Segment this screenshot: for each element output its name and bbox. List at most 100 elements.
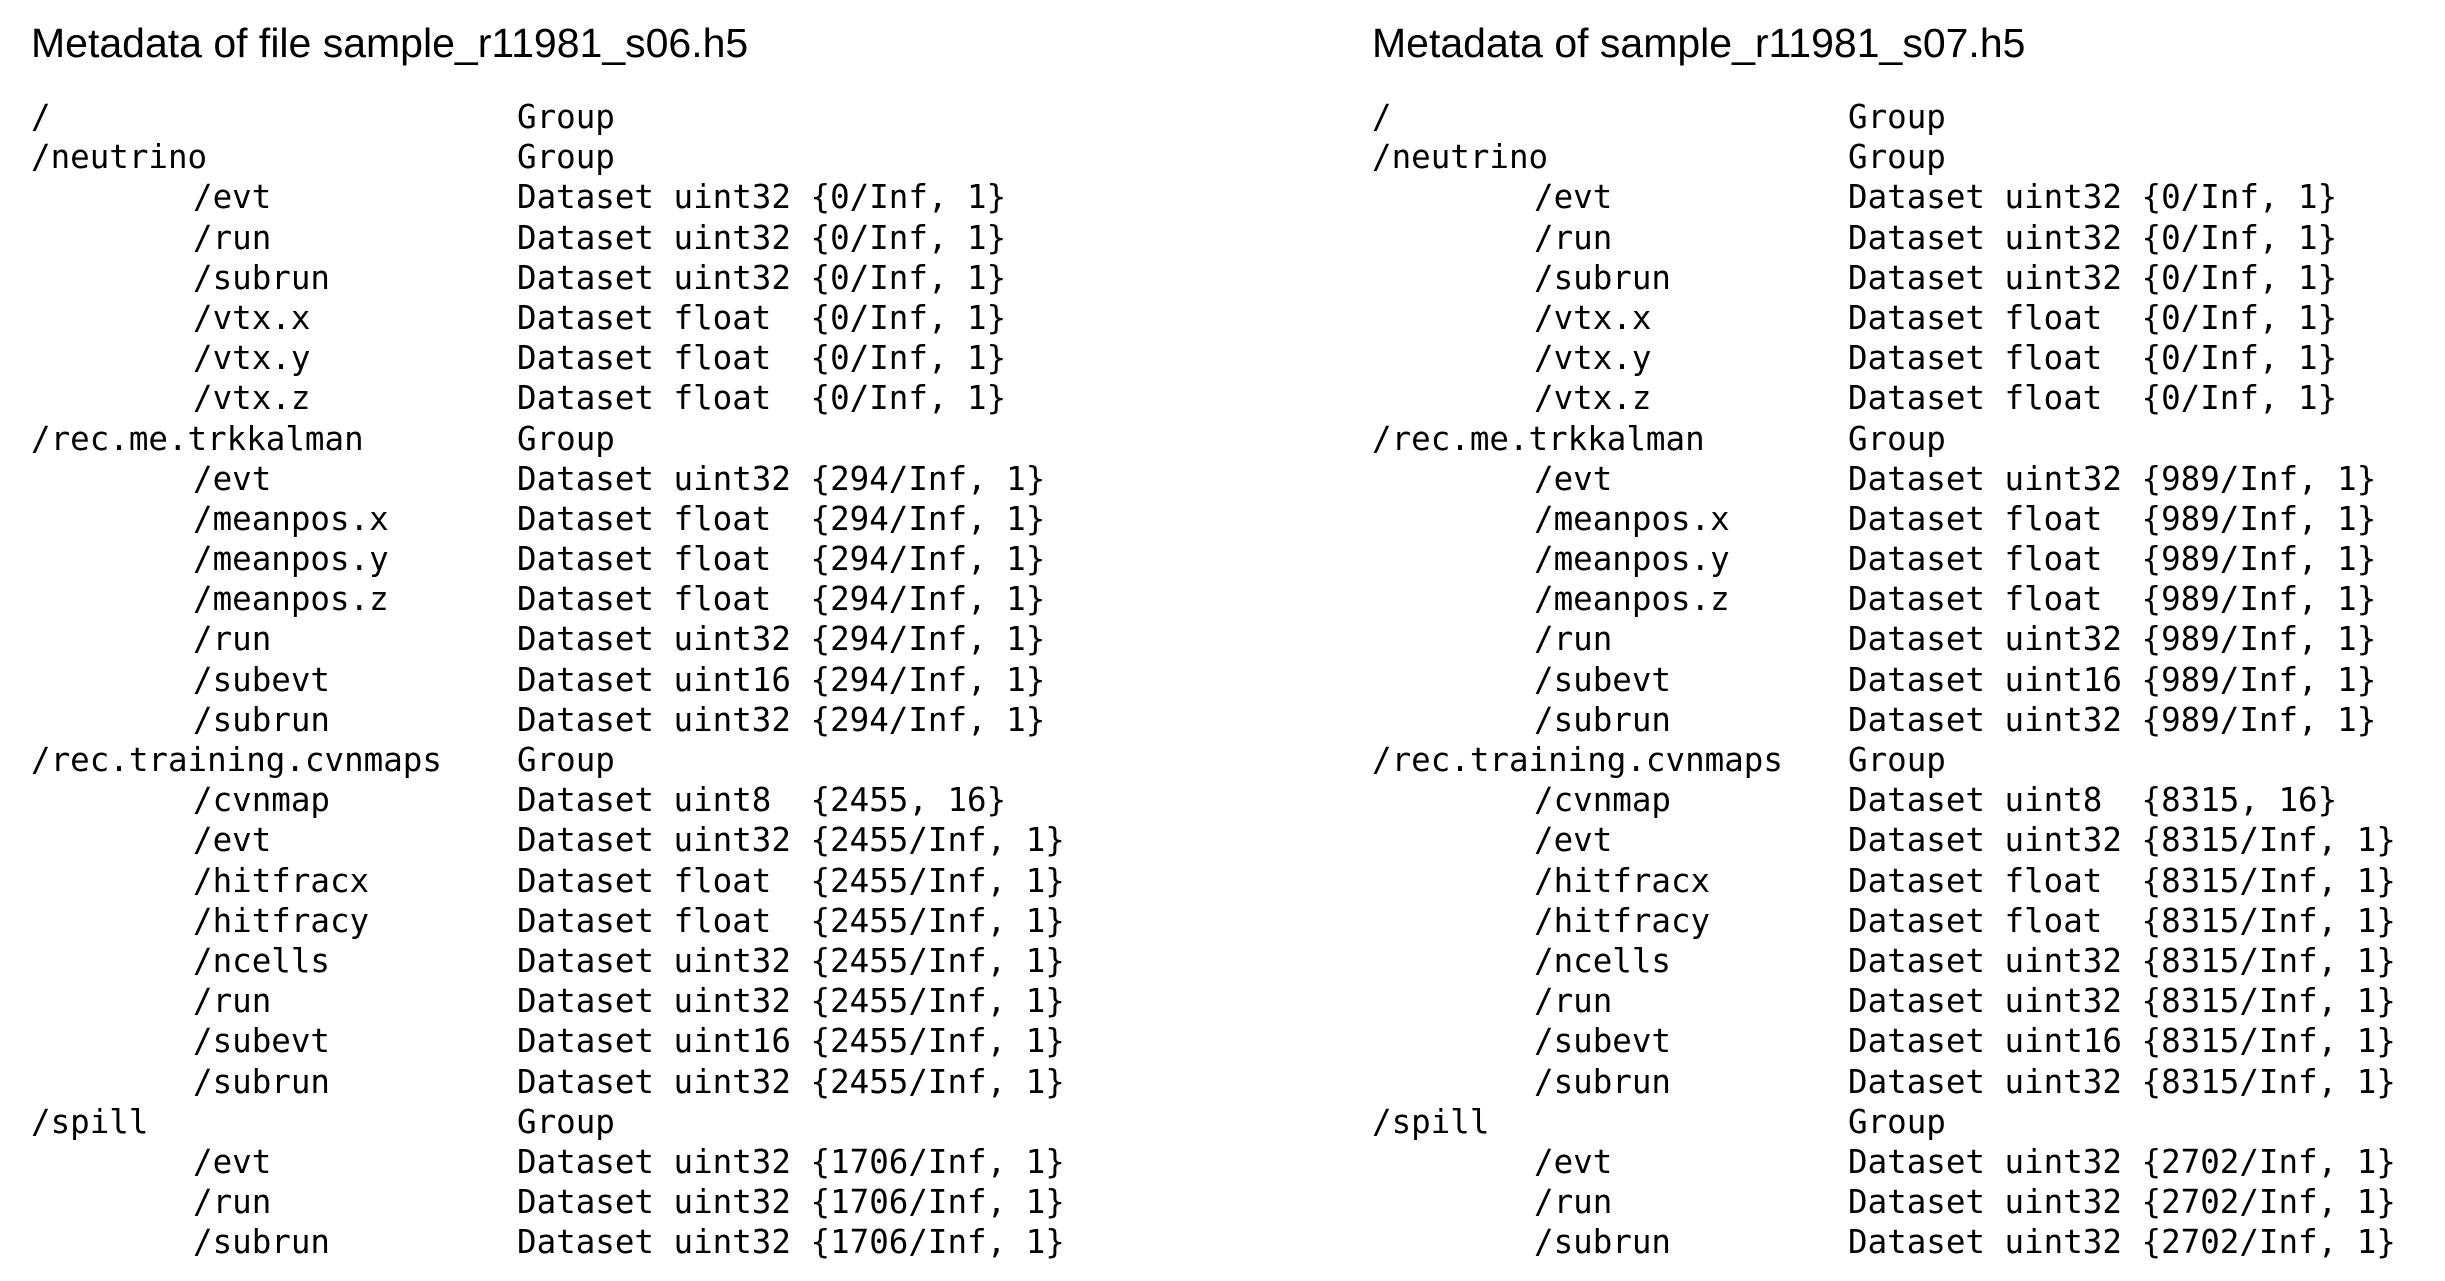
hdf5-path: /evt: [1534, 1142, 1613, 1181]
object-type: Group: [517, 138, 615, 177]
object-type: Group: [517, 419, 615, 458]
hdf5-path: /evt: [1534, 459, 1613, 498]
object-type: Dataset uint32 {8315/Inf, 1}: [1848, 982, 2396, 1021]
object-type: Dataset float {989/Inf, 1}: [1848, 499, 2377, 538]
object-type: Dataset uint32 {0/Inf, 1}: [1848, 258, 2338, 297]
hdf5-path: /evt: [1534, 821, 1613, 860]
object-type: Group: [517, 98, 615, 136]
object-type: Group: [1848, 138, 1946, 177]
hdf5-path: /vtx.y: [1534, 339, 1652, 378]
panel-title: Metadata of file sample_r11981_s06.h5: [31, 20, 749, 66]
object-type: Dataset uint8 {8315, 16}: [1848, 781, 2338, 820]
hdf5-path: /subevt: [1534, 1022, 1671, 1061]
hdf5-path: /run: [1534, 982, 1613, 1021]
object-type: Dataset uint32 {989/Inf, 1}: [1848, 459, 2377, 498]
hdf5-path: /evt: [1534, 178, 1613, 217]
hdf5-path: /subrun: [193, 700, 330, 739]
hdf5-path: /meanpos.y: [1534, 540, 1730, 579]
object-type: Dataset uint32 {2455/Inf, 1}: [517, 982, 1065, 1021]
hdf5-path: /rec.training.cvnmaps: [1372, 741, 1783, 779]
hdf5-path: /rec.training.cvnmaps: [31, 741, 442, 779]
object-type: Dataset uint32 {2702/Inf, 1}: [1848, 1183, 2396, 1222]
object-type: Dataset float {294/Inf, 1}: [517, 540, 1046, 579]
hdf5-path: /subrun: [1534, 258, 1671, 297]
object-type: Group: [517, 741, 615, 779]
hdf5-path: /subevt: [193, 1022, 330, 1061]
object-type: Dataset float {0/Inf, 1}: [517, 298, 1007, 337]
object-type: Dataset float {0/Inf, 1}: [1848, 379, 2338, 418]
object-type: Dataset uint32 {1706/Inf, 1}: [517, 1223, 1065, 1262]
object-type: Group: [1848, 741, 1946, 779]
hdf5-path: /run: [193, 982, 272, 1021]
hdf5-path: /run: [1534, 620, 1613, 659]
object-type: Dataset uint32 {2455/Inf, 1}: [517, 941, 1065, 980]
object-type: Dataset uint32 {2455/Inf, 1}: [517, 821, 1065, 860]
hdf5-path: /meanpos.z: [193, 580, 389, 619]
object-type: Dataset uint16 {989/Inf, 1}: [1848, 660, 2377, 699]
hdf5-path: /evt: [193, 821, 272, 860]
object-type: Dataset float {989/Inf, 1}: [1848, 540, 2377, 579]
object-type: Dataset uint32 {294/Inf, 1}: [517, 700, 1046, 739]
hdf5-path: /rec.me.trkkalman: [1372, 419, 1705, 458]
object-type: Dataset uint32 {0/Inf, 1}: [1848, 178, 2338, 217]
object-type: Dataset uint32 {989/Inf, 1}: [1848, 620, 2377, 659]
hdf5-path: /vtx.y: [193, 339, 311, 378]
object-type: Dataset float {2455/Inf, 1}: [517, 901, 1065, 940]
hdf5-path: /hitfracx: [1534, 861, 1711, 900]
hdf5-path: /hitfracy: [1534, 901, 1711, 940]
object-type: Dataset uint32 {0/Inf, 1}: [517, 218, 1007, 257]
hdf5-path: /run: [193, 620, 272, 659]
hdf5-path: /subevt: [1534, 660, 1671, 699]
hdf5-path: /spill: [1372, 1102, 1490, 1141]
object-type: Dataset uint32 {8315/Inf, 1}: [1848, 941, 2396, 980]
object-type: Dataset uint32 {2702/Inf, 1}: [1848, 1142, 2396, 1181]
hdf5-path: /ncells: [1534, 941, 1671, 980]
hdf5-path: /run: [193, 218, 272, 257]
object-type: Dataset uint32 {1706/Inf, 1}: [517, 1142, 1065, 1181]
hdf5-path: /rec.me.trkkalman: [31, 419, 364, 458]
hdf5-path: /meanpos.z: [1534, 580, 1730, 619]
hdf5-path: /vtx.x: [193, 298, 311, 337]
object-type: Group: [1848, 419, 1946, 458]
hdf5-path: /cvnmap: [1534, 781, 1671, 820]
hdf5-path: /meanpos.y: [193, 540, 389, 579]
hdf5-path: /: [31, 98, 51, 136]
hdf5-path: /cvnmap: [193, 781, 330, 820]
hdf5-path: /ncells: [193, 941, 330, 980]
object-type: Dataset float {0/Inf, 1}: [517, 379, 1007, 418]
hdf5-path: /subrun: [193, 1062, 330, 1101]
metadata-panel-right: Metadata of sample_r11981_s07.h5 / Group /…: [1340, 0, 2445, 1281]
hdf5-path: /run: [1534, 218, 1613, 257]
hdf5-path: /evt: [193, 1142, 272, 1181]
object-type: Dataset float {2455/Inf, 1}: [517, 861, 1065, 900]
hdf5-path: /run: [193, 1183, 272, 1222]
object-type: Group: [1848, 98, 1946, 136]
object-type: Dataset uint32 {989/Inf, 1}: [1848, 700, 2377, 739]
object-type: Dataset uint8 {2455, 16}: [517, 781, 1007, 820]
hdf5-path: /subrun: [193, 1223, 330, 1262]
panel-title: Metadata of sample_r11981_s07.h5: [1372, 20, 2026, 66]
hdf5-path: /hitfracy: [193, 901, 370, 940]
hdf5-path: /spill: [31, 1102, 149, 1141]
object-type: Dataset float {294/Inf, 1}: [517, 499, 1046, 538]
object-type: Dataset uint16 {8315/Inf, 1}: [1848, 1022, 2396, 1061]
object-type: Dataset float {0/Inf, 1}: [1848, 298, 2338, 337]
object-type: Dataset float {8315/Inf, 1}: [1848, 901, 2396, 940]
hdf5-path: /subrun: [193, 258, 330, 297]
object-type: Dataset uint32 {2702/Inf, 1}: [1848, 1223, 2396, 1262]
hdf5-path: /hitfracx: [193, 861, 370, 900]
object-type: Dataset uint32 {0/Inf, 1}: [517, 258, 1007, 297]
object-type: Dataset uint32 {1706/Inf, 1}: [517, 1183, 1065, 1222]
hdf5-path: /meanpos.x: [1534, 499, 1730, 538]
object-type: Dataset float {8315/Inf, 1}: [1848, 861, 2396, 900]
object-type: Dataset float {294/Inf, 1}: [517, 580, 1046, 619]
hdf5-path: /subrun: [1534, 1062, 1671, 1101]
object-type: Dataset uint32 {294/Inf, 1}: [517, 620, 1046, 659]
object-type: Dataset uint32 {8315/Inf, 1}: [1848, 1062, 2396, 1101]
hdf5-path: /run: [1534, 1183, 1613, 1222]
hdf5-path: /evt: [193, 459, 272, 498]
hdf5-path: /vtx.z: [193, 379, 311, 418]
object-type: Dataset uint32 {8315/Inf, 1}: [1848, 821, 2396, 860]
hdf5-path: /: [1372, 98, 1392, 136]
object-type: Dataset uint32 {294/Inf, 1}: [517, 459, 1046, 498]
